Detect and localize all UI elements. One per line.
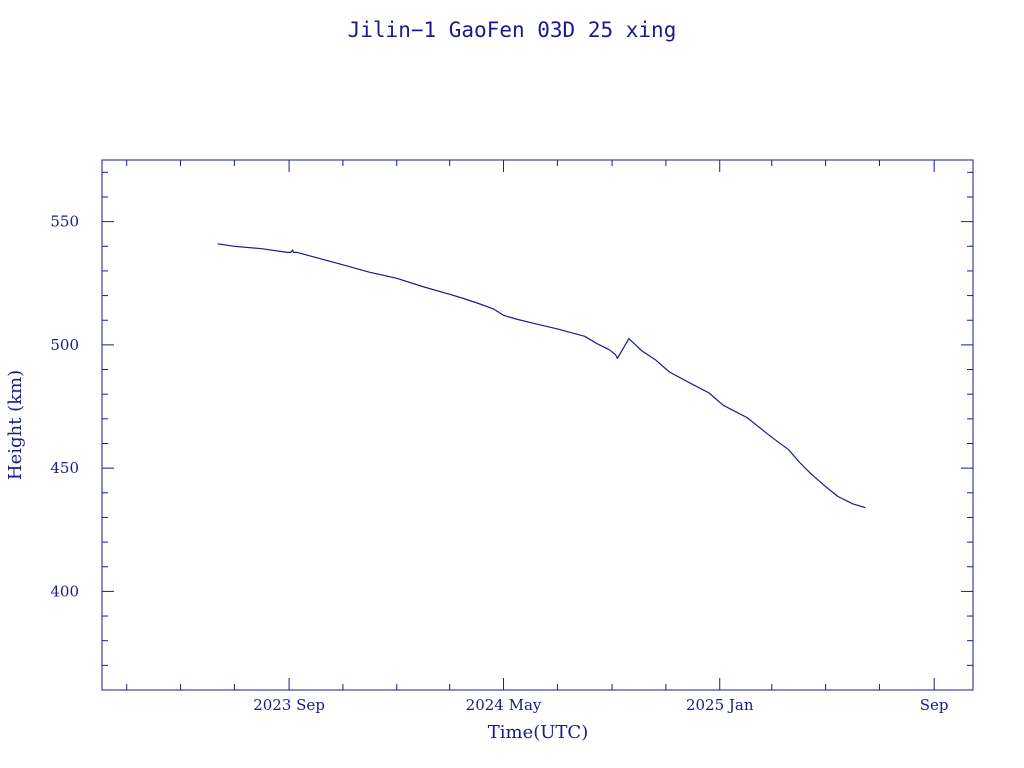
height-series-line xyxy=(217,243,866,509)
y-tick-label: 500 xyxy=(50,336,79,354)
plot-frame xyxy=(101,159,974,691)
x-tick-label: Sep xyxy=(920,696,949,714)
y-axis-label: Height (km) xyxy=(5,370,26,480)
x-tick-label: 2023 Sep xyxy=(253,696,325,714)
x-tick-label: 2025 Jan xyxy=(686,696,754,714)
x-axis-ticks xyxy=(126,160,935,690)
y-tick-label: 400 xyxy=(50,582,79,600)
y-axis-ticks xyxy=(102,171,973,666)
y-tick-label: 550 xyxy=(50,213,79,231)
x-tick-labels: 2023 Sep 2024 May 2025 Jan Sep xyxy=(253,696,948,714)
chart-title: Jilin−1 GaoFen 03D 25 xing xyxy=(348,18,677,42)
y-tick-label: 450 xyxy=(50,459,79,477)
x-axis-label: Time(UTC) xyxy=(488,722,588,743)
x-tick-label: 2024 May xyxy=(466,696,542,714)
y-tick-labels: 400 450 500 550 xyxy=(50,213,79,601)
